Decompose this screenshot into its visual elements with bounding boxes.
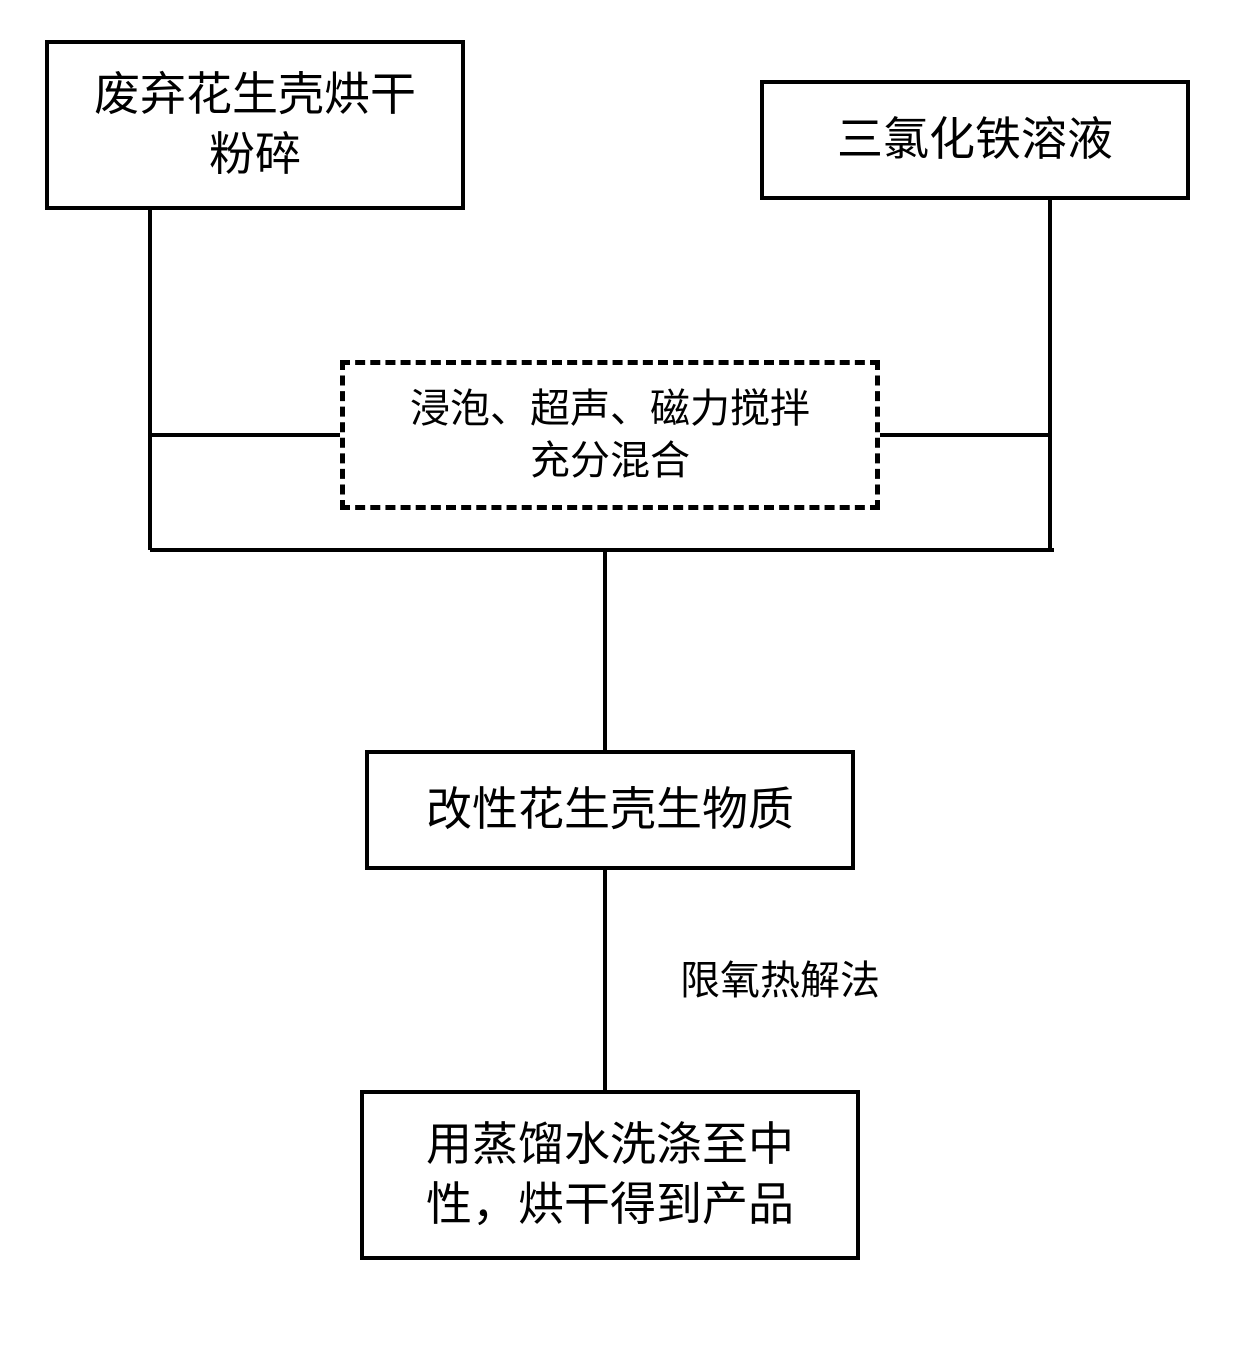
- node-input-left-text: 废弃花生壳烘干 粉碎: [94, 65, 416, 185]
- edge-label-pyrolysis: 限氧热解法: [680, 955, 880, 1007]
- node-mix-text: 浸泡、超声、磁力搅拌 充分混合: [410, 383, 810, 487]
- edge-label-pyrolysis-text: 限氧热解法: [680, 958, 880, 1003]
- edge-4: [150, 548, 1054, 552]
- node-input-left: 废弃花生壳烘干 粉碎: [45, 40, 465, 210]
- node-mix: 浸泡、超声、磁力搅拌 充分混合: [340, 360, 880, 510]
- edge-6: [603, 870, 607, 1090]
- node-modified: 改性花生壳生物质: [365, 750, 855, 870]
- edge-5: [603, 550, 607, 750]
- edge-2: [150, 433, 340, 437]
- node-final: 用蒸馏水洗涤至中 性，烘干得到产品: [360, 1090, 860, 1260]
- edge-3: [880, 433, 1050, 437]
- edge-0: [148, 210, 152, 550]
- node-input-right: 三氯化铁溶液: [760, 80, 1190, 200]
- flowchart-canvas: 废弃花生壳烘干 粉碎 三氯化铁溶液 浸泡、超声、磁力搅拌 充分混合 改性花生壳生…: [0, 0, 1240, 1347]
- node-modified-text: 改性花生壳生物质: [426, 780, 794, 840]
- node-input-right-text: 三氯化铁溶液: [837, 110, 1113, 170]
- edge-1: [1048, 200, 1052, 550]
- node-final-text: 用蒸馏水洗涤至中 性，烘干得到产品: [426, 1115, 794, 1235]
